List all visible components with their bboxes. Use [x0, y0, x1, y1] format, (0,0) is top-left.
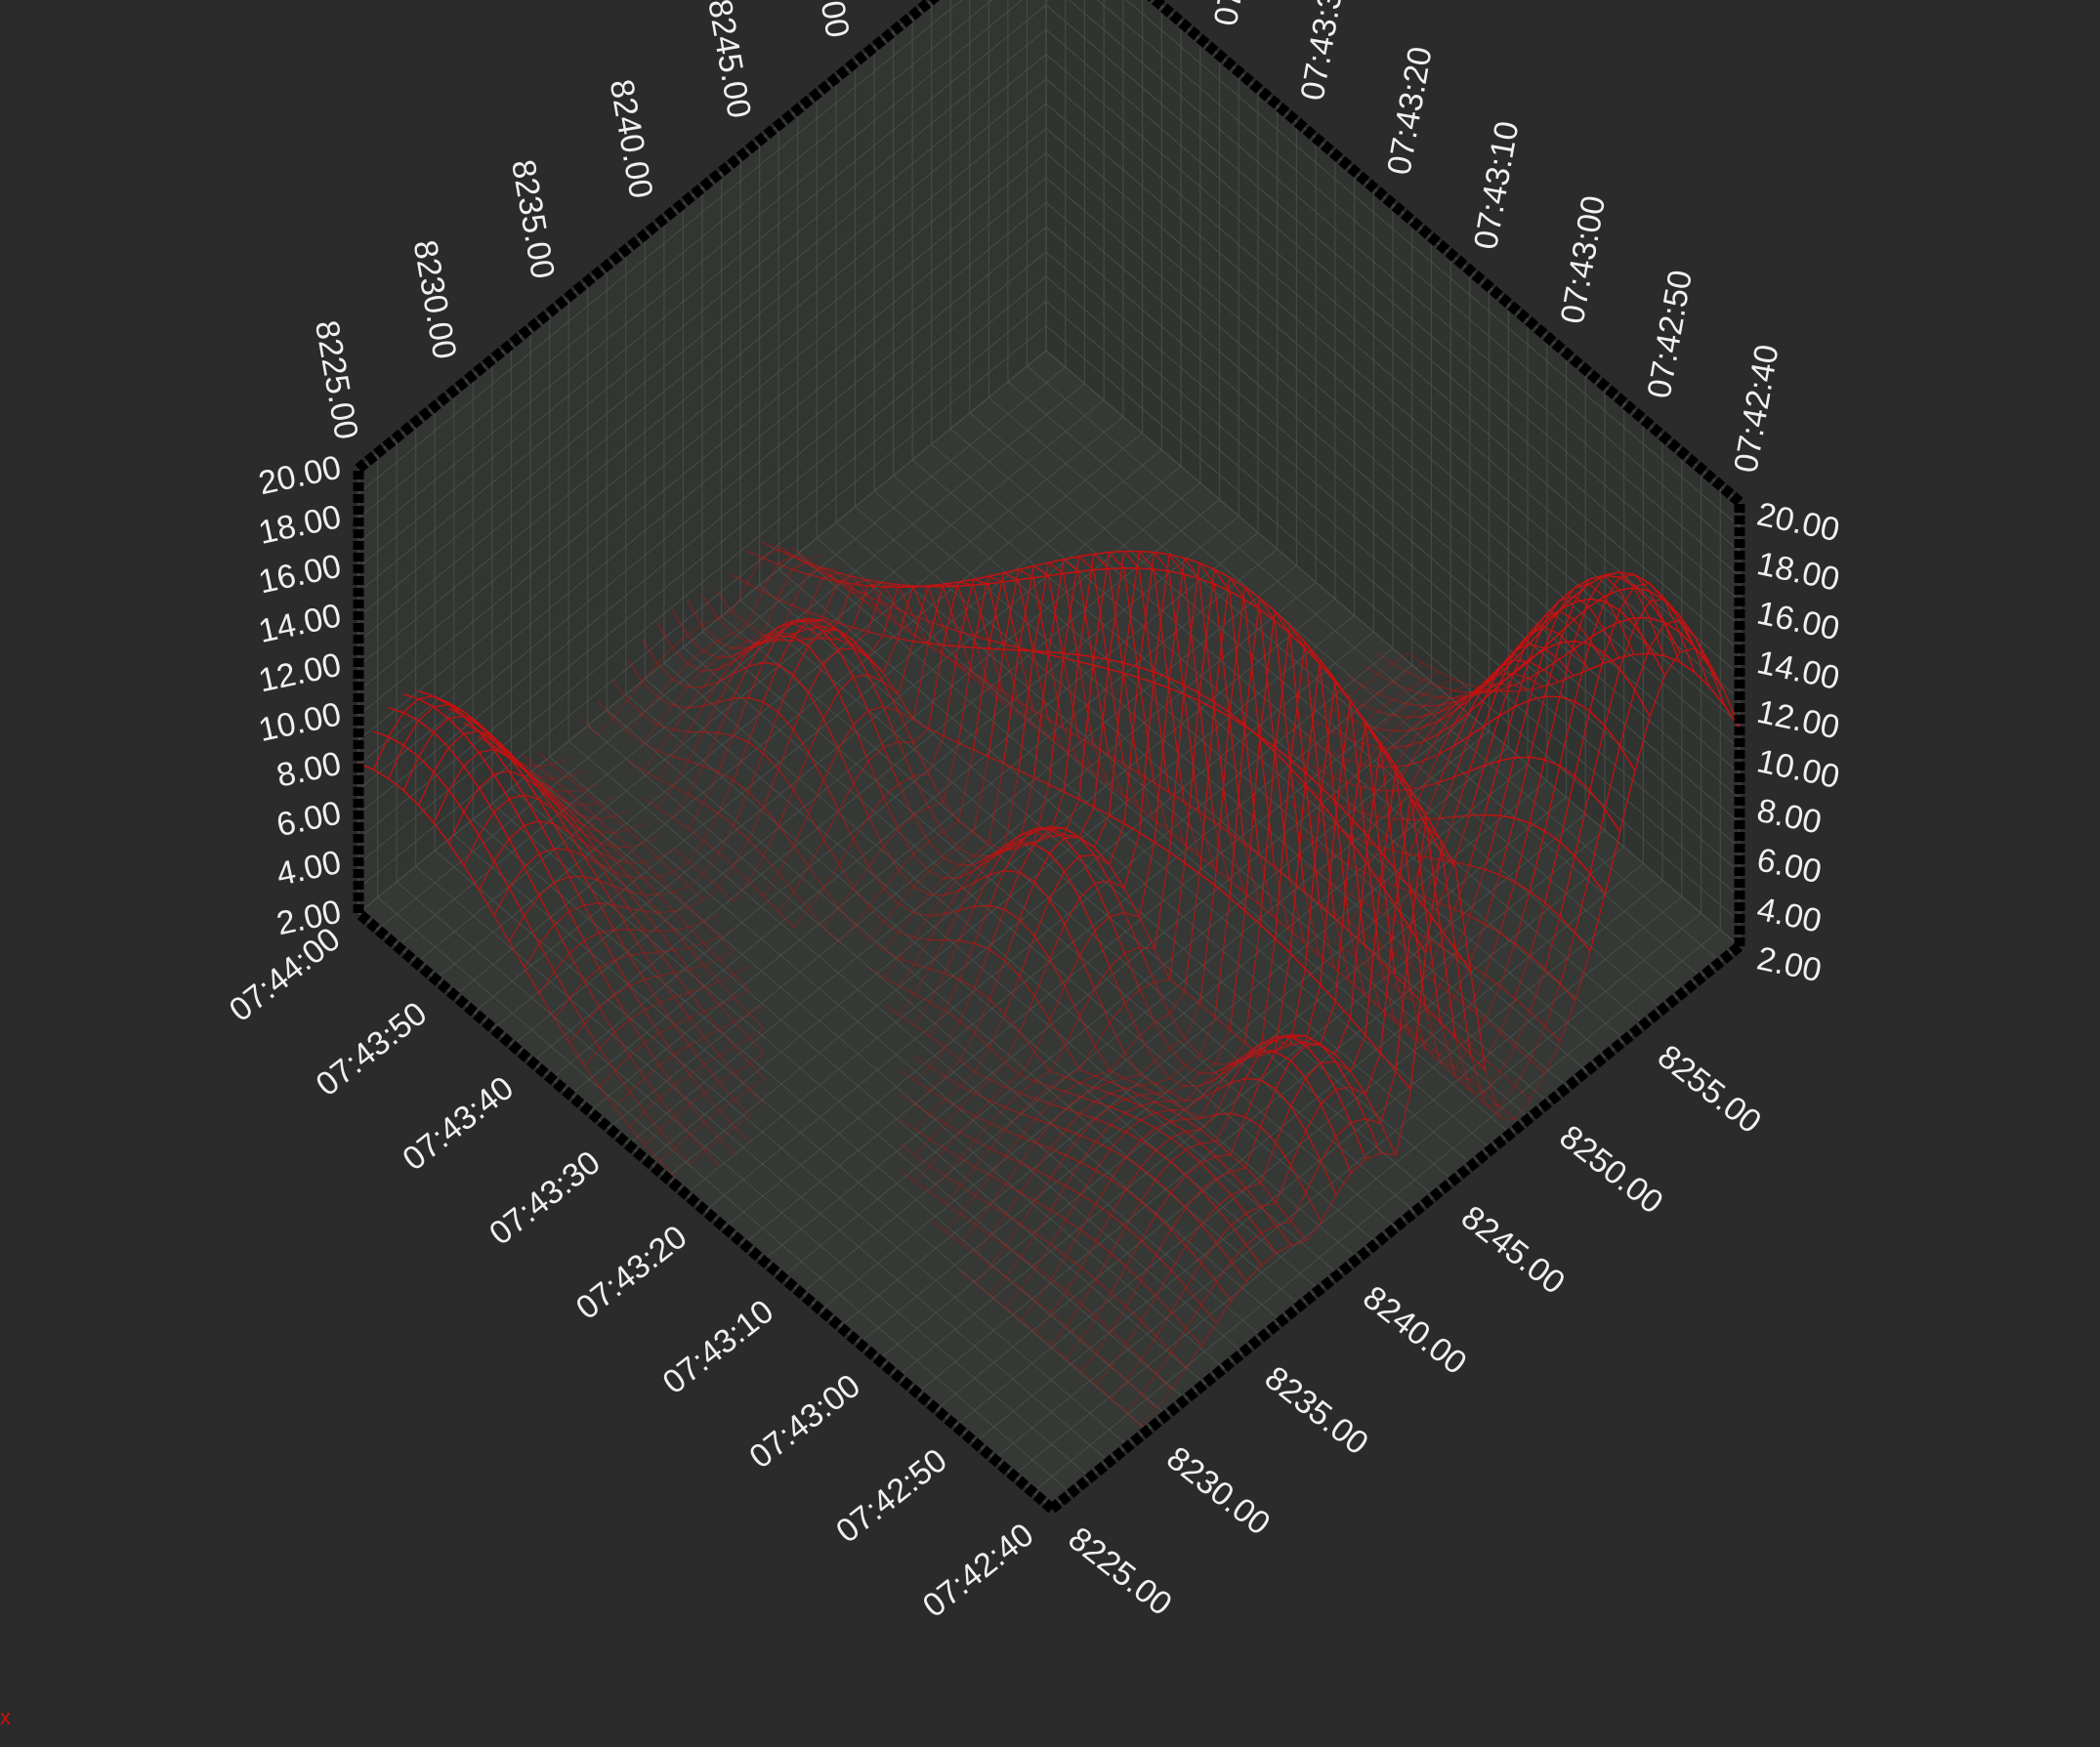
value-tick-left: 18.00 — [255, 498, 344, 552]
surface-segment — [734, 697, 749, 698]
surface-segment — [899, 742, 913, 743]
value-tick-right: 16.00 — [1753, 595, 1842, 648]
price-tick-far: 8225.00 — [308, 317, 365, 442]
time-tick-far: 07:43:10 — [1467, 118, 1526, 252]
price-tick-far: 8245.00 — [700, 0, 758, 121]
value-tick-left: 14.00 — [255, 597, 344, 650]
time-tick-near: 07:42:40 — [916, 1516, 1041, 1624]
surface-segment — [944, 878, 959, 879]
surface-segment — [837, 580, 852, 581]
value-tick-left: 6.00 — [273, 794, 345, 844]
time-tick-near: 07:43:30 — [483, 1144, 608, 1252]
price-tick-far: 8250.00 — [799, 0, 857, 41]
time-tick-near: 07:43:20 — [569, 1218, 694, 1326]
value-tick-left: 4.00 — [273, 844, 345, 894]
time-tick-far: 07:43:40 — [1207, 0, 1266, 28]
time-tick-near: 07:43:00 — [742, 1367, 867, 1476]
value-tick-right: 8.00 — [1753, 792, 1825, 842]
surface-segment — [1378, 747, 1394, 748]
surface-segment — [1469, 815, 1485, 816]
time-tick-far: 07:43:20 — [1380, 44, 1439, 178]
time-tick-far: 07:42:40 — [1727, 342, 1785, 476]
surface-segment — [1186, 1118, 1200, 1119]
time-tick-far: 07:43:00 — [1554, 193, 1613, 327]
time-tick-near: 07:42:50 — [829, 1441, 954, 1550]
time-tick-near: 07:43:50 — [310, 995, 435, 1103]
surface-segment — [1394, 819, 1408, 820]
surface-segment — [1423, 706, 1438, 707]
price-tick-near: 8240.00 — [1356, 1279, 1473, 1383]
surface-segment — [975, 905, 989, 906]
value-tick-right: 2.00 — [1753, 939, 1825, 989]
surface-segment — [1109, 568, 1124, 569]
surface-segment — [1515, 757, 1531, 758]
surface-segment — [1394, 730, 1408, 731]
surface-segment — [1439, 697, 1453, 698]
time-tick-near: 07:43:40 — [396, 1069, 521, 1178]
time-tick-far: 07:43:30 — [1294, 0, 1353, 104]
surface-segment — [1139, 552, 1155, 553]
surface-segment — [974, 647, 988, 648]
price-tick-near: 8235.00 — [1258, 1359, 1375, 1463]
value-tick-left: 10.00 — [255, 695, 344, 749]
value-tick-right: 14.00 — [1753, 644, 1842, 697]
value-tick-right: 6.00 — [1753, 841, 1825, 891]
surface-segment — [1424, 818, 1440, 819]
surface-segment — [629, 862, 644, 863]
surface-segment — [1139, 568, 1154, 569]
surface-segment — [1048, 737, 1063, 738]
surface-segment — [913, 586, 928, 587]
surface-segment — [1109, 552, 1124, 553]
surface-segment — [1379, 790, 1394, 791]
price-tick-far: 8230.00 — [406, 237, 464, 362]
surface-segment — [1003, 649, 1019, 650]
price-tick-near: 8245.00 — [1454, 1198, 1572, 1302]
surface-segment — [777, 641, 793, 642]
price-tick-near: 8250.00 — [1552, 1118, 1669, 1222]
corner-mark: x — [0, 1705, 11, 1729]
price-tick-far: 8235.00 — [504, 157, 562, 282]
value-tick-left: 8.00 — [273, 745, 345, 795]
surface-segment — [1185, 1086, 1199, 1087]
price-tick-far: 8240.00 — [603, 76, 660, 201]
surface-segment — [943, 586, 958, 587]
surface-segment — [958, 585, 973, 586]
price-tick-near: 8225.00 — [1062, 1519, 1179, 1623]
value-tick-right: 10.00 — [1753, 742, 1842, 796]
value-tick-left: 20.00 — [255, 448, 344, 502]
surface-segment — [1485, 815, 1499, 816]
surface-segment — [644, 931, 658, 932]
surface-segment — [808, 639, 822, 640]
time-tick-near: 07:43:10 — [656, 1293, 781, 1401]
price-tick-near: 8255.00 — [1651, 1038, 1768, 1142]
surface-segment — [659, 931, 674, 932]
price-tick-near: 8230.00 — [1159, 1439, 1277, 1543]
surface-segment — [1634, 653, 1649, 654]
value-tick-left: 16.00 — [255, 548, 344, 602]
time-tick-far: 07:42:50 — [1641, 268, 1700, 401]
surface-segment — [945, 940, 960, 941]
value-tick-right: 18.00 — [1753, 545, 1842, 599]
value-tick-right: 4.00 — [1753, 891, 1825, 940]
surface-segment — [929, 894, 945, 895]
value-tick-left: 12.00 — [255, 646, 344, 700]
surface-segment — [703, 732, 718, 733]
value-tick-right: 12.00 — [1753, 693, 1842, 747]
value-tick-right: 20.00 — [1753, 495, 1842, 549]
surface-segment — [613, 847, 628, 848]
